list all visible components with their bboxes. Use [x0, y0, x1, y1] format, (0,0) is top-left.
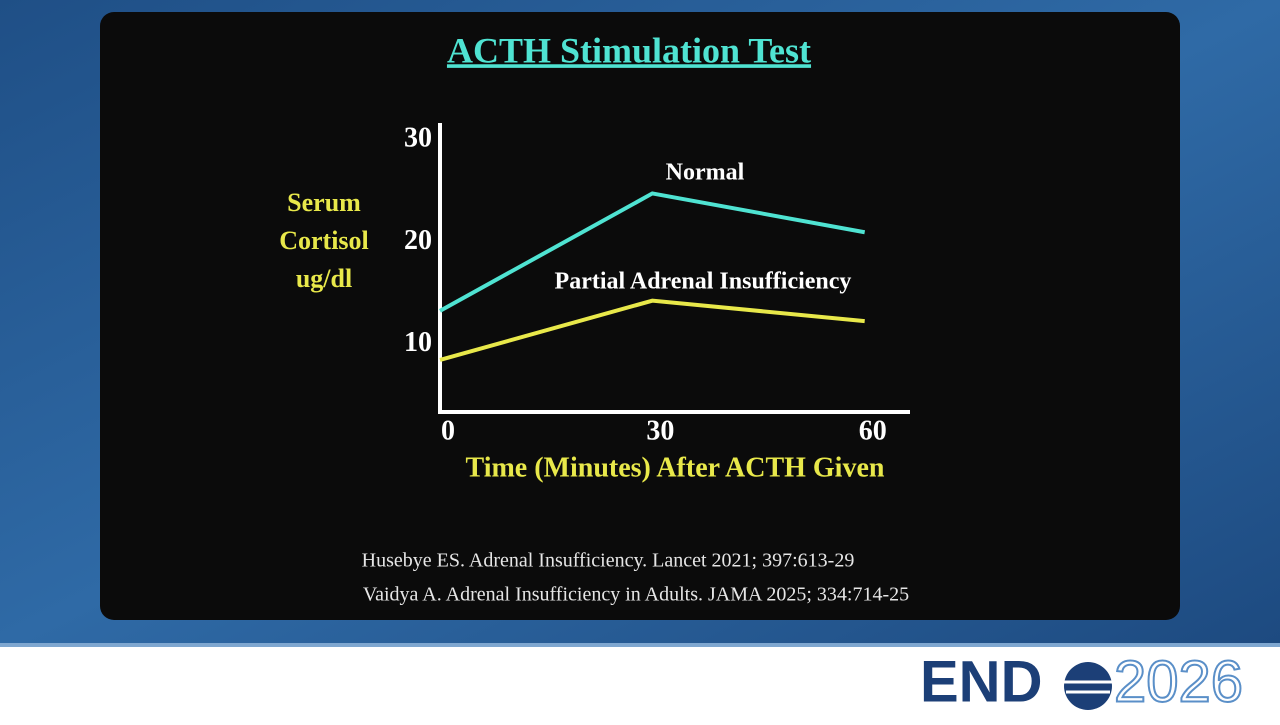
y-axis-label: Serum — [287, 188, 361, 217]
series-label: Partial Adrenal Insufficiency — [555, 269, 852, 295]
chart-title: ACTH Stimulation Test — [447, 30, 811, 70]
y-tick-label: 20 — [404, 225, 432, 256]
footer-rule — [0, 643, 1280, 647]
reference: Husebye ES. Adrenal Insufficiency. Lance… — [362, 550, 855, 572]
reference: Vaidya A. Adrenal Insufficiency in Adult… — [363, 584, 909, 606]
series-line — [439, 298, 865, 362]
series-line — [439, 191, 866, 313]
y-axis-label: Cortisol — [279, 226, 369, 255]
x-axis-label: Time (Minutes) After ACTH Given — [466, 452, 885, 483]
panel — [100, 12, 1180, 620]
y-tick-label: 10 — [404, 327, 432, 358]
logo-globe — [1064, 662, 1112, 710]
x-tick-label: 0 — [441, 415, 455, 446]
x-tick-label: 60 — [859, 415, 887, 446]
logo: END 2026 — [920, 648, 1244, 715]
series-label: Normal — [666, 160, 745, 186]
logo-word: END — [920, 649, 1042, 714]
x-tick-label: 30 — [646, 415, 674, 446]
logo-year: 2026 — [1114, 649, 1243, 714]
logo-globe-band — [1064, 680, 1112, 694]
y-tick-label: 30 — [404, 123, 432, 154]
y-axis-label: ug/dl — [296, 264, 352, 293]
